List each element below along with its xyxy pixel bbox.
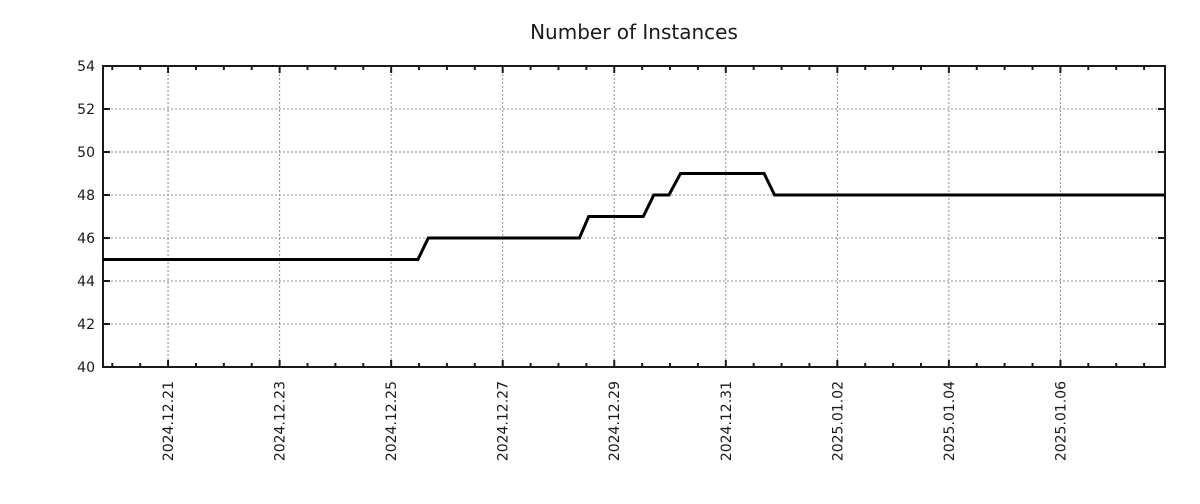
y-tick-label: 42 (77, 317, 95, 333)
chart-title: Number of Instances (530, 20, 738, 44)
y-tick-label: 48 (77, 188, 95, 204)
x-tick-label: 2024.12.29 (607, 381, 623, 461)
x-tick-label: 2025.01.04 (942, 381, 958, 461)
y-tick-label: 54 (77, 59, 95, 75)
series-instances (103, 172, 1165, 261)
x-tick-label: 2024.12.23 (273, 381, 289, 461)
axis-labels: 40 42 44 46 48 50 52 54 2024.12.21 2024.12.23 2024… (77, 59, 1069, 461)
x-tick-label: 2024.12.21 (161, 381, 177, 461)
y-tick-label: 44 (77, 274, 95, 290)
y-tick-label: 40 (77, 360, 95, 376)
x-tick-label: 2025.01.02 (830, 381, 846, 461)
x-tick-label: 2025.01.06 (1053, 381, 1069, 461)
y-tick-label: 46 (77, 231, 95, 247)
y-tick-label: 52 (77, 102, 95, 118)
x-tick-label: 2024.12.25 (384, 381, 400, 461)
x-tick-label: 2024.12.27 (496, 381, 512, 461)
y-tick-label: 50 (77, 145, 95, 161)
series-line (103, 172, 1165, 261)
x-tick-label: 2024.12.31 (719, 381, 735, 461)
axes (102, 65, 1166, 368)
plot-border (102, 65, 1166, 368)
